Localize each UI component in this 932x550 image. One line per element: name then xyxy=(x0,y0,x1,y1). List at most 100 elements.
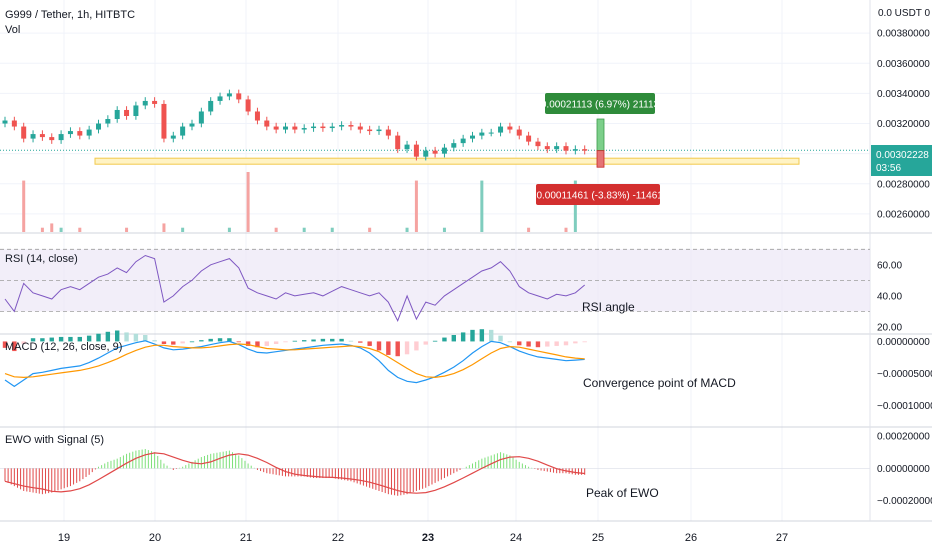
volume-bar xyxy=(414,180,418,232)
macd-hist-bar xyxy=(423,341,428,345)
candle-body xyxy=(516,129,522,136)
macd-hist-bar xyxy=(189,341,195,343)
candle-body xyxy=(2,120,8,124)
macd-hist-bar xyxy=(302,340,307,342)
candle-body xyxy=(226,93,232,97)
volume-bar xyxy=(573,180,577,232)
macd-tick-label: −0.00010000 xyxy=(877,401,932,412)
macd-signal-line xyxy=(4,343,585,379)
macd-hist-bar xyxy=(143,335,148,342)
candle-body xyxy=(142,100,148,106)
last-price-tag: 0.00302228 03:56 xyxy=(871,145,932,176)
candle-body xyxy=(133,105,139,116)
candle-body xyxy=(77,131,83,136)
candle-body xyxy=(245,99,251,112)
candles xyxy=(2,89,588,161)
candle-body xyxy=(404,144,410,150)
currency-label: 0.0 USDT 0 xyxy=(878,8,930,19)
candle-body xyxy=(198,111,204,124)
macd-hist-bar xyxy=(442,337,447,342)
support-zone[interactable] xyxy=(94,157,800,165)
macd-hist-bar xyxy=(124,332,129,342)
macd-tick-label: 0.00000000 xyxy=(877,337,930,348)
macd-hist-bar xyxy=(152,340,157,342)
macd-hist-bar xyxy=(545,341,550,347)
time-tick-label: 21 xyxy=(240,532,252,544)
macd-hist-bar xyxy=(311,339,316,342)
macd-hist-bar xyxy=(68,336,73,342)
candle-body xyxy=(367,129,373,132)
candle-body xyxy=(348,125,354,127)
macd-hist-bar xyxy=(526,341,531,347)
short-position-box xyxy=(596,150,605,168)
macd-histogram xyxy=(2,329,587,357)
macd-hist-bar xyxy=(21,341,26,344)
rsi-line xyxy=(4,254,586,322)
macd-hist-bar xyxy=(535,341,541,348)
candle-body xyxy=(208,100,214,112)
ewo-annotation: Peak of EWO xyxy=(586,486,659,500)
candle-body xyxy=(357,126,363,130)
time-tick-label: 25 xyxy=(592,532,604,544)
candle-body xyxy=(498,126,504,133)
time-axis: 19 20 21 22 23 24 25 26 27 xyxy=(58,532,788,544)
macd-hist-bar xyxy=(208,338,213,342)
short-position-label[interactable]: -0.00011461 (-3.83%) -11461 xyxy=(533,184,663,205)
price-tick-label: 0.00360000 xyxy=(877,59,930,70)
price-axis: 0.002600000.002800000.003000000.00320000… xyxy=(877,29,930,221)
macd-hist-bar xyxy=(227,338,232,342)
macd-hist-bar xyxy=(367,341,372,346)
candle-body xyxy=(544,146,550,150)
candle-body xyxy=(170,135,176,139)
candle-body xyxy=(124,109,130,116)
macd-hist-bar xyxy=(582,341,587,343)
volume-label: Vol xyxy=(5,24,20,36)
ewo-axis: 0.00020000 0.00000000 −0.00020000 xyxy=(877,432,932,508)
macd-hist-bar xyxy=(348,340,354,342)
macd-hist-bar xyxy=(386,341,391,355)
time-tick-label: 19 xyxy=(58,532,70,544)
macd-title: MACD (12, 26, close, 9) xyxy=(5,341,122,353)
volume-bar xyxy=(368,227,372,232)
candle-body xyxy=(96,123,101,130)
countdown: 03:56 xyxy=(876,163,901,174)
macd-axis: 0.00000000 −0.00005000 −0.00010000 xyxy=(877,337,932,412)
candle-body xyxy=(152,100,158,104)
macd-hist-bar xyxy=(264,341,269,346)
macd-hist-bar xyxy=(414,341,419,351)
macd-hist-bar xyxy=(245,341,251,346)
macd-hist-bar xyxy=(58,336,64,342)
candle-body xyxy=(460,138,466,144)
ewo-histogram xyxy=(0,448,870,496)
price-tick-label: 0.00280000 xyxy=(877,179,930,190)
macd-hist-bar xyxy=(180,341,185,344)
volume-bar xyxy=(40,227,44,232)
long-position-label[interactable]: 0.00021113 (6.97%) 21113 xyxy=(541,93,660,114)
rsi-axis: 20.00 40.00 60.00 xyxy=(877,260,902,333)
candle-body xyxy=(526,135,532,142)
macd-hist-bar xyxy=(404,341,410,355)
volume-bar xyxy=(125,227,129,232)
candle-body xyxy=(554,146,560,150)
last-price: 0.00302228 xyxy=(876,150,929,161)
short-position-text: -0.00011461 (-3.83%) -11461 xyxy=(533,191,663,202)
rsi-tick-label: 20.00 xyxy=(877,322,902,333)
candle-body xyxy=(563,146,569,151)
candle-body xyxy=(320,126,326,129)
time-tick-label: 22 xyxy=(332,532,344,544)
macd-hist-bar xyxy=(376,341,382,351)
macd-hist-bar xyxy=(217,338,223,342)
candle-body xyxy=(39,134,45,138)
candle-body xyxy=(273,126,279,130)
macd-hist-bar xyxy=(171,341,176,345)
candle-body xyxy=(264,120,270,127)
macd-hist-bar xyxy=(563,341,569,346)
macd-hist-bar xyxy=(573,341,578,344)
macd-hist-bar xyxy=(460,332,466,342)
position-tools[interactable] xyxy=(596,118,605,168)
candle-body xyxy=(283,126,288,130)
volume-bars xyxy=(22,172,577,232)
candle-body xyxy=(217,96,223,101)
candle-body xyxy=(339,125,345,127)
